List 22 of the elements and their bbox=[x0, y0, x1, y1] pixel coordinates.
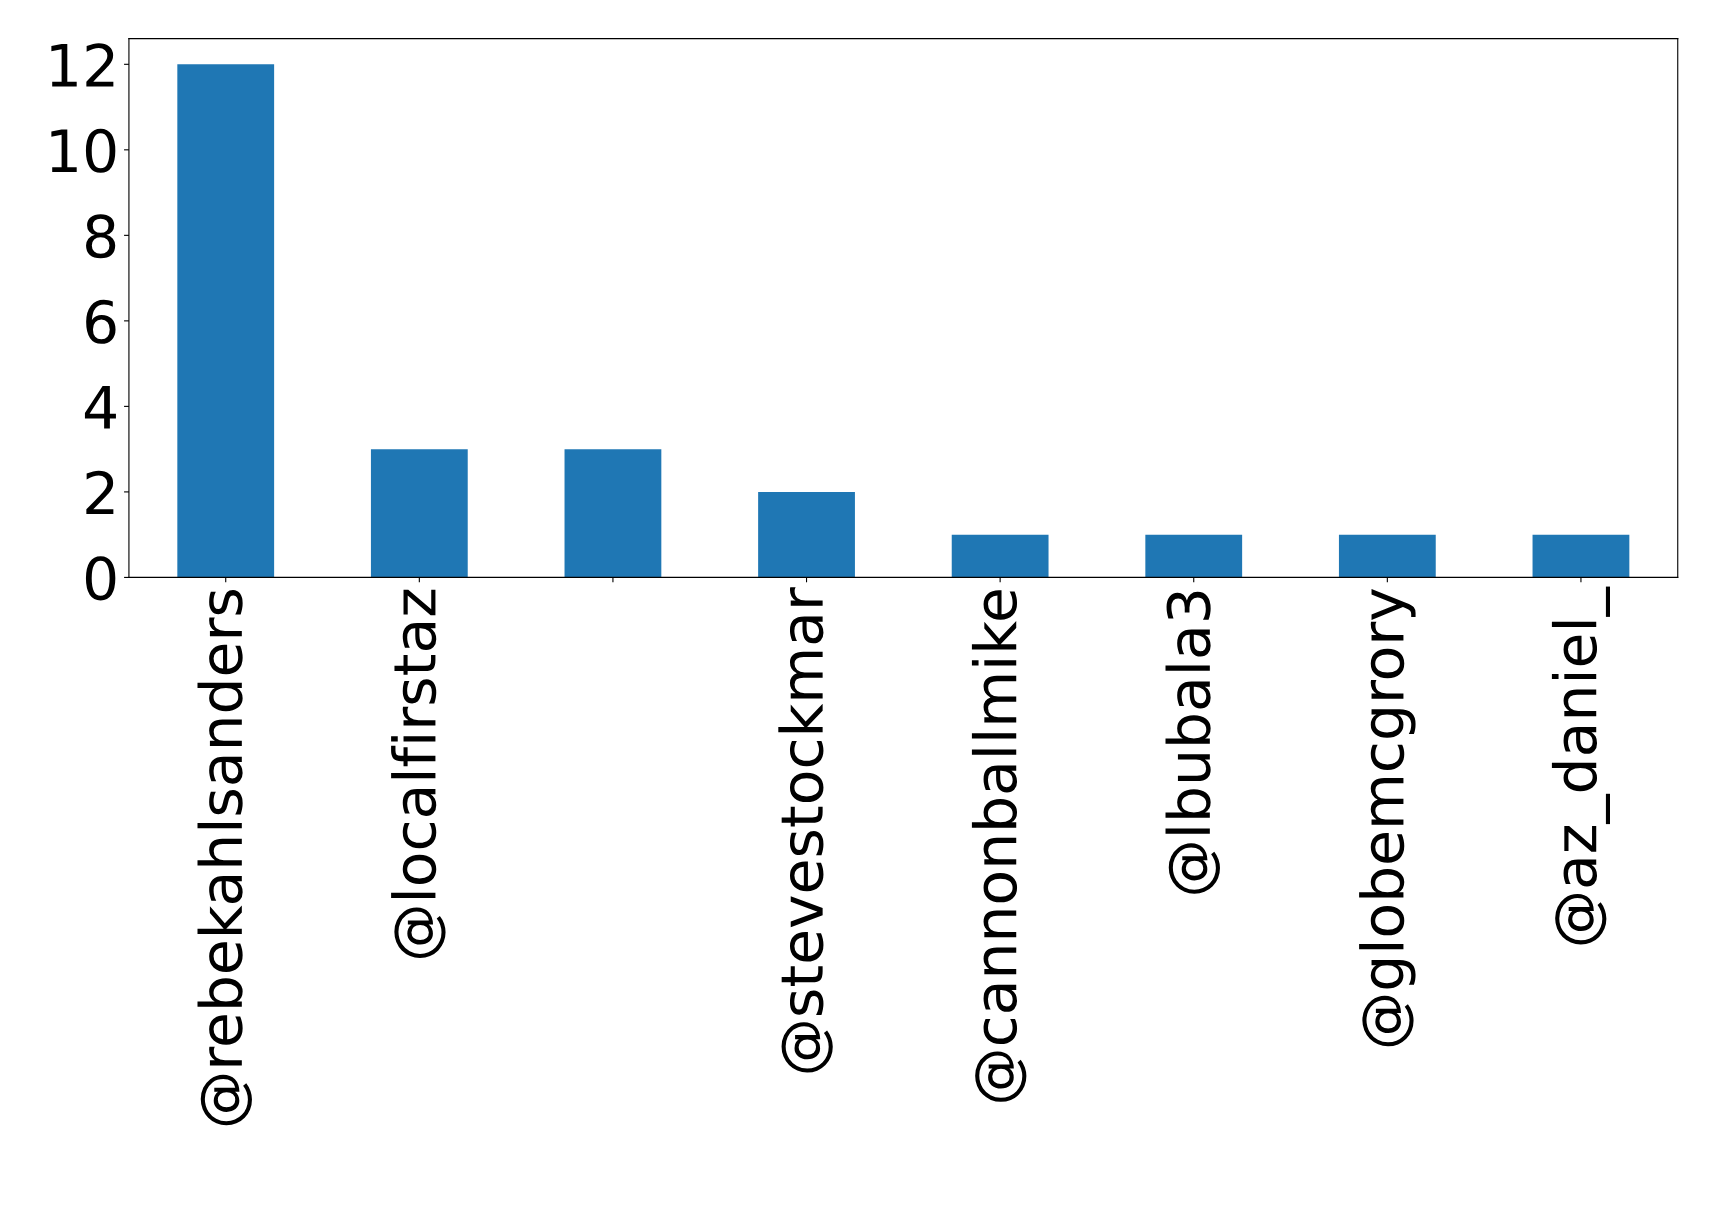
bar bbox=[564, 449, 662, 578]
x-tick-label: @stevestockmar bbox=[778, 587, 833, 1073]
y-tick-label: 4 bbox=[84, 386, 116, 429]
bar bbox=[951, 534, 1049, 578]
bar bbox=[758, 491, 855, 578]
x-tick-label: @globemcgrory bbox=[1359, 588, 1416, 1047]
x-tick-label: @rebekahlsanders bbox=[197, 590, 252, 1126]
y-tick-label: 8 bbox=[86, 214, 116, 259]
x-tick-label: @az_daniel_ bbox=[1551, 586, 1610, 945]
y-tick-label: 2 bbox=[86, 470, 114, 515]
y-tick-label: 12 bbox=[51, 43, 114, 87]
bar bbox=[1532, 534, 1630, 578]
y-tick-label: 6 bbox=[86, 299, 116, 344]
bar bbox=[177, 64, 275, 578]
y-tick-label: 0 bbox=[85, 556, 116, 601]
y-tick-label: 10 bbox=[51, 128, 116, 173]
x-tick-label: @lbubala3 bbox=[1165, 591, 1220, 894]
x-tick-label: @cannonballmike bbox=[971, 590, 1027, 1102]
bar bbox=[1145, 534, 1243, 578]
bar bbox=[370, 449, 468, 578]
x-tick-label: @localfirstaz bbox=[391, 589, 446, 958]
bar bbox=[1338, 534, 1436, 578]
